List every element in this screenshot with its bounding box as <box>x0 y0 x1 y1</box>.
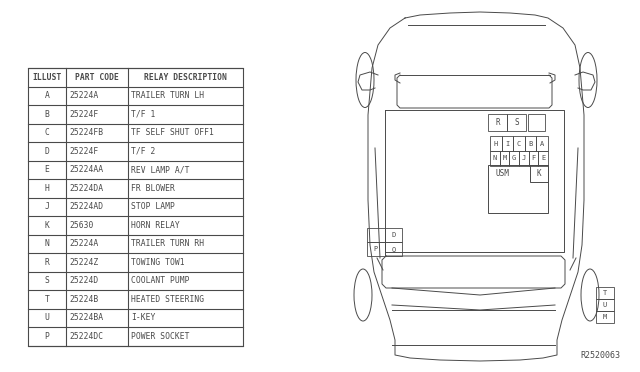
Text: G: G <box>512 155 516 161</box>
Text: M: M <box>603 314 607 320</box>
Bar <box>502 136 513 151</box>
Bar <box>596 311 614 323</box>
Text: R2520063: R2520063 <box>580 351 620 360</box>
Text: H: H <box>493 141 498 147</box>
Bar <box>509 151 519 166</box>
Text: 25224D: 25224D <box>69 276 99 285</box>
Text: C: C <box>45 128 49 137</box>
Bar <box>367 242 385 256</box>
Text: HORN RELAY: HORN RELAY <box>131 221 180 230</box>
Text: COOLANT PUMP: COOLANT PUMP <box>131 276 189 285</box>
Text: TRAILER TURN RH: TRAILER TURN RH <box>131 239 204 248</box>
Text: C: C <box>517 141 521 147</box>
Text: P: P <box>45 332 49 341</box>
Bar <box>529 151 538 166</box>
Text: J: J <box>45 202 49 211</box>
Text: R: R <box>495 118 500 127</box>
Text: H: H <box>45 184 49 193</box>
Text: I: I <box>505 141 509 147</box>
Bar <box>525 136 536 151</box>
Text: M: M <box>502 155 507 161</box>
Text: 25224AD: 25224AD <box>69 202 103 211</box>
Text: F: F <box>531 155 536 161</box>
Bar <box>385 242 402 256</box>
Text: 25224AA: 25224AA <box>69 165 103 174</box>
Text: B: B <box>45 110 49 119</box>
Bar <box>367 228 385 242</box>
Text: K: K <box>45 221 49 230</box>
Text: P: P <box>374 246 378 252</box>
Text: 25224Z: 25224Z <box>69 258 99 267</box>
Text: A: A <box>45 91 49 100</box>
Text: PART CODE: PART CODE <box>75 73 119 82</box>
Bar <box>519 151 529 166</box>
Bar <box>488 114 507 131</box>
Text: TF SELF SHUT OFF1: TF SELF SHUT OFF1 <box>131 128 214 137</box>
Bar <box>28 68 243 346</box>
Text: N: N <box>493 155 497 161</box>
Bar <box>596 299 614 311</box>
Bar <box>513 136 525 151</box>
Text: N: N <box>45 239 49 248</box>
Text: K: K <box>537 169 541 178</box>
Bar <box>385 228 402 242</box>
Text: T: T <box>45 295 49 304</box>
Bar <box>488 165 548 213</box>
Text: RELAY DESCRIPTION: RELAY DESCRIPTION <box>144 73 227 82</box>
Text: STOP LAMP: STOP LAMP <box>131 202 175 211</box>
Text: 25224BA: 25224BA <box>69 313 103 322</box>
Text: A: A <box>540 141 545 147</box>
Bar <box>538 151 548 166</box>
Bar <box>490 151 500 166</box>
Bar <box>528 114 545 131</box>
Text: S: S <box>45 276 49 285</box>
Text: 25224DC: 25224DC <box>69 332 103 341</box>
Text: 25224F: 25224F <box>69 147 99 156</box>
Text: TOWING TOW1: TOWING TOW1 <box>131 258 184 267</box>
Text: 25224A: 25224A <box>69 239 99 248</box>
Text: 25630: 25630 <box>69 221 93 230</box>
Text: 25224B: 25224B <box>69 295 99 304</box>
Text: 25224DA: 25224DA <box>69 184 103 193</box>
Text: E: E <box>541 155 545 161</box>
Bar <box>530 165 548 182</box>
Text: T/F 1: T/F 1 <box>131 110 156 119</box>
Text: U: U <box>603 302 607 308</box>
Bar <box>507 114 526 131</box>
Text: S: S <box>514 118 519 127</box>
Text: U: U <box>45 313 49 322</box>
Text: 25224FB: 25224FB <box>69 128 103 137</box>
Bar <box>536 136 548 151</box>
Text: 25224F: 25224F <box>69 110 99 119</box>
Text: D: D <box>45 147 49 156</box>
Text: POWER SOCKET: POWER SOCKET <box>131 332 189 341</box>
Bar <box>490 136 502 151</box>
Text: J: J <box>522 155 526 161</box>
Text: D: D <box>391 232 396 238</box>
Text: Q: Q <box>391 246 396 252</box>
Text: FR BLOWER: FR BLOWER <box>131 184 175 193</box>
Bar <box>500 151 509 166</box>
Text: T/F 2: T/F 2 <box>131 147 156 156</box>
Text: I-KEY: I-KEY <box>131 313 156 322</box>
Text: E: E <box>45 165 49 174</box>
Text: 25224A: 25224A <box>69 91 99 100</box>
Text: R: R <box>45 258 49 267</box>
Text: REV LAMP A/T: REV LAMP A/T <box>131 165 189 174</box>
Text: T: T <box>603 290 607 296</box>
Text: TRAILER TURN LH: TRAILER TURN LH <box>131 91 204 100</box>
Text: HEATED STEERING: HEATED STEERING <box>131 295 204 304</box>
Text: USM: USM <box>496 170 510 179</box>
Text: B: B <box>529 141 532 147</box>
Bar <box>596 287 614 299</box>
Text: ILLUST: ILLUST <box>33 73 61 82</box>
